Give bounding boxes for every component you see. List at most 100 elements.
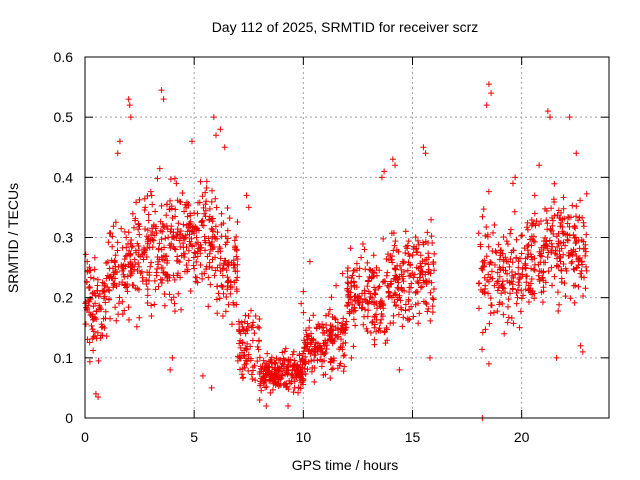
data-point bbox=[233, 253, 240, 260]
data-point bbox=[158, 202, 165, 209]
data-point bbox=[109, 243, 116, 250]
data-point bbox=[544, 243, 551, 250]
data-point bbox=[206, 259, 213, 266]
data-point bbox=[194, 279, 201, 286]
data-point bbox=[549, 282, 556, 289]
data-point bbox=[399, 323, 406, 330]
data-point bbox=[341, 327, 348, 334]
data-point bbox=[500, 264, 507, 271]
data-point bbox=[295, 367, 302, 374]
data-point bbox=[237, 337, 244, 344]
data-point bbox=[328, 356, 335, 363]
data-point bbox=[136, 196, 143, 203]
data-point bbox=[351, 283, 358, 290]
data-point bbox=[528, 233, 535, 240]
data-point bbox=[554, 262, 561, 269]
data-point bbox=[581, 274, 588, 281]
data-point bbox=[431, 285, 438, 292]
data-point bbox=[148, 259, 155, 266]
data-point bbox=[163, 222, 170, 229]
data-point bbox=[352, 298, 359, 305]
data-point bbox=[241, 361, 248, 368]
data-point bbox=[578, 236, 585, 243]
data-point bbox=[189, 243, 196, 250]
data-point bbox=[583, 264, 590, 271]
data-point bbox=[91, 254, 98, 261]
data-point bbox=[226, 215, 233, 222]
data-point bbox=[144, 292, 151, 299]
data-point bbox=[482, 232, 489, 239]
data-point bbox=[381, 278, 388, 285]
data-point bbox=[400, 260, 407, 267]
data-point bbox=[409, 252, 416, 259]
data-point bbox=[570, 265, 577, 272]
data-point bbox=[113, 269, 120, 276]
data-point bbox=[148, 231, 155, 238]
data-point bbox=[105, 239, 112, 246]
data-point bbox=[504, 270, 511, 277]
data-point bbox=[490, 309, 497, 316]
data-point bbox=[227, 284, 234, 291]
y-tick-label: 0.6 bbox=[54, 49, 74, 65]
data-point bbox=[352, 293, 359, 300]
data-point bbox=[363, 325, 370, 332]
data-point bbox=[344, 285, 351, 292]
data-point bbox=[272, 379, 279, 386]
data-point bbox=[156, 240, 163, 247]
data-point bbox=[237, 344, 244, 351]
data-point bbox=[277, 356, 284, 363]
data-point bbox=[181, 201, 188, 208]
data-point bbox=[271, 359, 278, 366]
data-point bbox=[353, 267, 360, 274]
data-point bbox=[505, 258, 512, 265]
data-point bbox=[311, 356, 318, 363]
data-point bbox=[263, 402, 270, 409]
data-point bbox=[147, 263, 154, 270]
data-point bbox=[194, 239, 201, 246]
data-point bbox=[370, 252, 377, 259]
data-point bbox=[161, 302, 168, 309]
data-point bbox=[268, 359, 275, 366]
data-point bbox=[159, 220, 166, 227]
data-point bbox=[498, 290, 505, 297]
data-point bbox=[94, 287, 101, 294]
data-point bbox=[306, 324, 313, 331]
data-point bbox=[299, 381, 306, 388]
data-point bbox=[239, 365, 246, 372]
data-point bbox=[89, 326, 96, 333]
data-point bbox=[94, 282, 101, 289]
data-point bbox=[185, 247, 192, 254]
y-tick-label: 0.2 bbox=[54, 290, 74, 306]
data-point bbox=[172, 206, 179, 213]
data-point bbox=[577, 270, 584, 277]
data-point bbox=[291, 357, 298, 364]
data-point bbox=[88, 322, 95, 329]
data-point bbox=[92, 332, 99, 339]
data-point bbox=[191, 230, 198, 237]
data-point bbox=[341, 352, 348, 359]
data-point bbox=[328, 326, 335, 333]
data-point bbox=[135, 259, 142, 266]
data-point bbox=[239, 349, 246, 356]
data-point bbox=[528, 242, 535, 249]
data-point bbox=[385, 251, 392, 258]
data-point bbox=[410, 313, 417, 320]
data-point bbox=[476, 280, 483, 287]
data-point bbox=[163, 212, 170, 219]
data-point bbox=[252, 312, 259, 319]
data-point bbox=[548, 264, 555, 271]
data-point bbox=[194, 253, 201, 260]
data-point bbox=[144, 227, 151, 234]
data-point bbox=[564, 237, 571, 244]
data-point bbox=[212, 195, 219, 202]
data-point bbox=[132, 215, 139, 222]
data-point bbox=[347, 289, 354, 296]
data-point bbox=[572, 240, 579, 247]
data-point bbox=[402, 307, 409, 314]
data-point bbox=[172, 246, 179, 253]
data-point bbox=[561, 280, 568, 287]
data-point bbox=[427, 317, 434, 324]
data-point bbox=[485, 278, 492, 285]
data-point bbox=[306, 258, 313, 265]
data-point bbox=[209, 228, 216, 235]
